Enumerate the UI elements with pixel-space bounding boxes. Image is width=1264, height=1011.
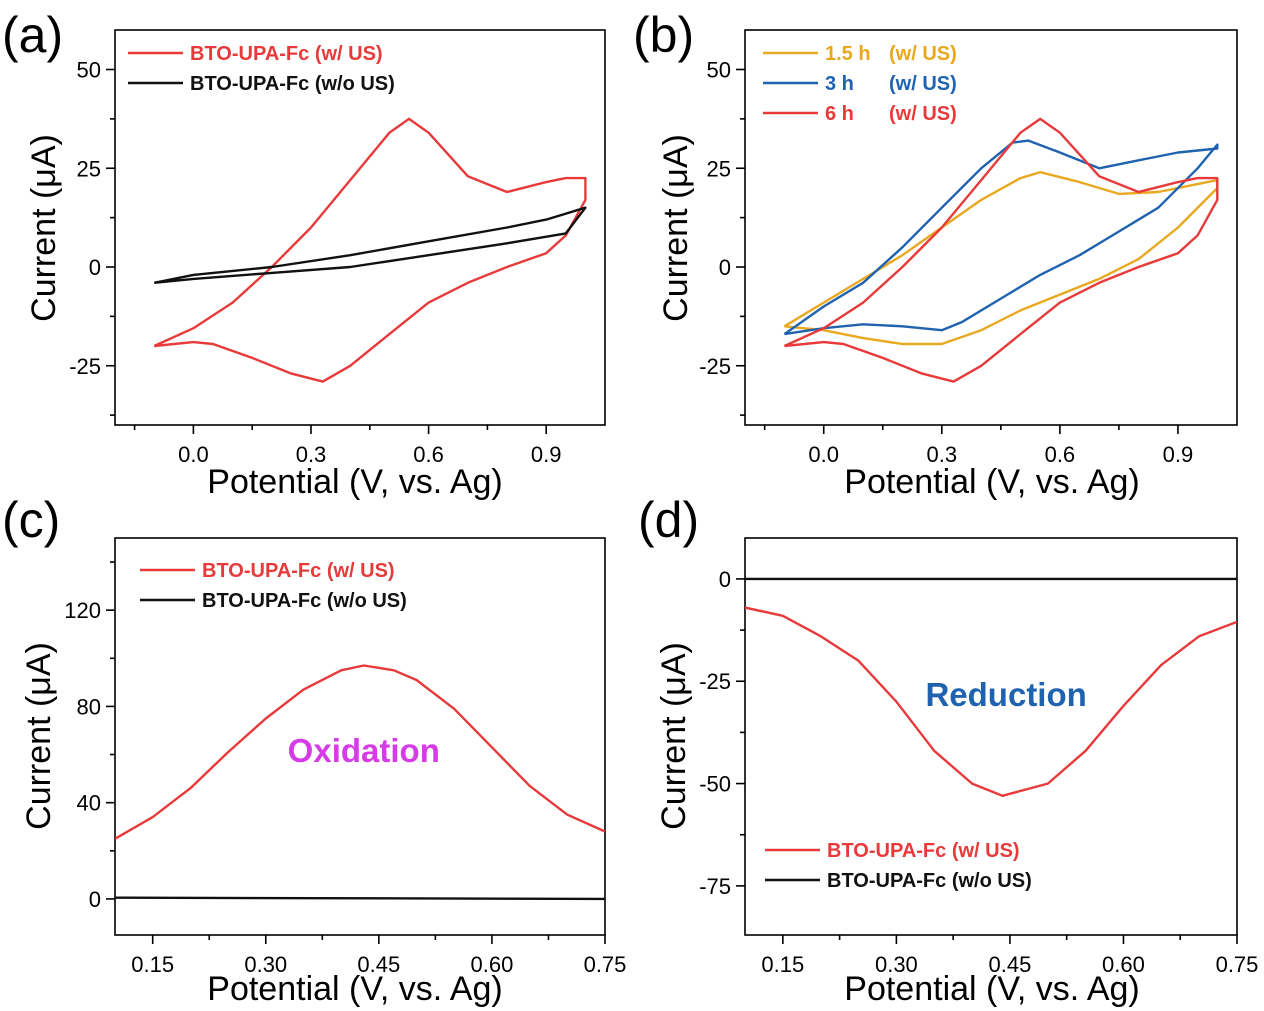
chart-panel-4: (d) 0.15 0.30 0.45 0.60 0.75 -75 -50 -25 0 Potenti… <box>638 492 1258 1008</box>
legend-label-condition: (w/ US) <box>889 73 957 95</box>
chart-panel-3: (c) 0.15 0.30 0.45 0.60 0.75 0 40 80 120 Potential… <box>2 492 626 1008</box>
x-axis-title: Potential (V, vs. Ag) <box>844 970 1139 1008</box>
legend-label-condition: (w/ US) <box>889 103 957 125</box>
y-tick-label: 120 <box>64 598 101 623</box>
legend-label: 6 h (w/ US) <box>825 103 957 125</box>
x-tick-label: 0.6 <box>413 442 444 467</box>
legend-label: 1.5 h (w/ US) <box>825 43 957 65</box>
y-tick-label: -75 <box>699 874 731 899</box>
y-axis-title: Current (μA) <box>657 134 695 322</box>
x-tick-label: 0.6 <box>1045 442 1076 467</box>
legend-label-duration: 3 h <box>825 73 854 95</box>
x-tick-label: 0.3 <box>927 442 958 467</box>
x-tick-label: 0.75 <box>1216 952 1259 977</box>
annotation-label: Oxidation <box>288 732 440 769</box>
legend-label: BTO-UPA-Fc (w/ US) <box>827 840 1020 862</box>
x-tick-label: 0.45 <box>357 952 400 977</box>
series-line-2 <box>783 139 1219 336</box>
y-tick-label: 40 <box>77 791 101 816</box>
series-line-1 <box>745 606 1237 797</box>
y-tick-label: 0 <box>89 255 101 280</box>
y-tick-label: 80 <box>77 694 101 719</box>
legend-label-duration: 1.5 h <box>825 43 871 65</box>
legend-label: BTO-UPA-Fc (w/ US) <box>202 560 395 582</box>
legend-label: 3 h (w/ US) <box>825 73 957 95</box>
x-tick-label: 0.0 <box>178 442 209 467</box>
y-tick-label: 50 <box>77 58 101 83</box>
x-tick-label: 0.75 <box>584 952 627 977</box>
plot-frame <box>114 537 606 936</box>
series-line-1 <box>115 664 605 840</box>
x-tick-label: 0.60 <box>1102 952 1145 977</box>
x-axis-title: Potential (V, vs. Ag) <box>844 463 1139 501</box>
y-tick-label: 0 <box>719 567 731 592</box>
x-tick-label: 0.3 <box>296 442 327 467</box>
x-tick-label: 0.9 <box>531 442 562 467</box>
y-tick-label: -25 <box>699 354 731 379</box>
y-tick-label: 0 <box>89 887 101 912</box>
x-tick-label: 0.9 <box>1163 442 1194 467</box>
x-tick-label: 0.30 <box>875 952 918 977</box>
legend-label: BTO-UPA-Fc (w/o US) <box>202 590 407 612</box>
series-line-1 <box>783 171 1219 346</box>
y-tick-label: 25 <box>707 156 731 181</box>
y-tick-label: 0 <box>719 255 731 280</box>
x-tick-label: 0.30 <box>244 952 287 977</box>
series-line-2 <box>153 206 587 284</box>
y-axis-title: Current (μA) <box>25 134 63 322</box>
x-tick-label: 0.15 <box>131 952 174 977</box>
y-axis-title: Current (μA) <box>20 642 58 830</box>
plot-frame <box>744 537 1238 936</box>
chart-panel-1: (a) 0.0 0.3 0.6 0.9 -25 0 25 50 Potential (V, vs.… <box>2 7 606 501</box>
x-axis-title: Potential (V, vs. Ag) <box>207 970 502 1008</box>
panel-label: (c) <box>2 492 60 548</box>
y-tick-label: 25 <box>77 156 101 181</box>
panel-label: (b) <box>633 7 694 63</box>
series-line-1 <box>153 117 587 383</box>
y-tick-label: 50 <box>707 58 731 83</box>
series-line-2 <box>115 896 605 901</box>
plot-frame <box>114 29 606 426</box>
plot-frame <box>744 29 1238 426</box>
y-tick-label: -50 <box>699 772 731 797</box>
x-tick-label: 0.15 <box>761 952 804 977</box>
panel-label: (a) <box>2 7 63 63</box>
legend-label: BTO-UPA-Fc (w/o US) <box>190 73 395 95</box>
series-line-3 <box>783 117 1219 383</box>
panel-label: (d) <box>638 492 699 548</box>
y-tick-label: -25 <box>69 354 101 379</box>
x-tick-label: 0.0 <box>808 442 839 467</box>
annotation-label: Reduction <box>925 676 1086 713</box>
y-tick-label: -25 <box>699 669 731 694</box>
y-axis-title: Current (μA) <box>655 642 693 830</box>
x-axis-title: Potential (V, vs. Ag) <box>207 463 502 501</box>
legend-label: BTO-UPA-Fc (w/o US) <box>827 870 1032 892</box>
legend-label-condition: (w/ US) <box>889 43 957 65</box>
chart-panel-2: (b) 0.0 0.3 0.6 0.9 -25 0 25 50 Potential (V, vs.… <box>633 7 1238 501</box>
legend-label: BTO-UPA-Fc (w/ US) <box>190 43 383 65</box>
legend-label-duration: 6 h <box>825 103 854 125</box>
x-tick-label: 0.45 <box>989 952 1032 977</box>
x-tick-label: 0.60 <box>471 952 514 977</box>
